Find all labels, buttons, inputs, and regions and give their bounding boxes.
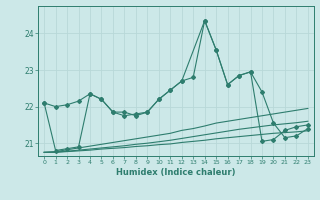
X-axis label: Humidex (Indice chaleur): Humidex (Indice chaleur) — [116, 168, 236, 177]
